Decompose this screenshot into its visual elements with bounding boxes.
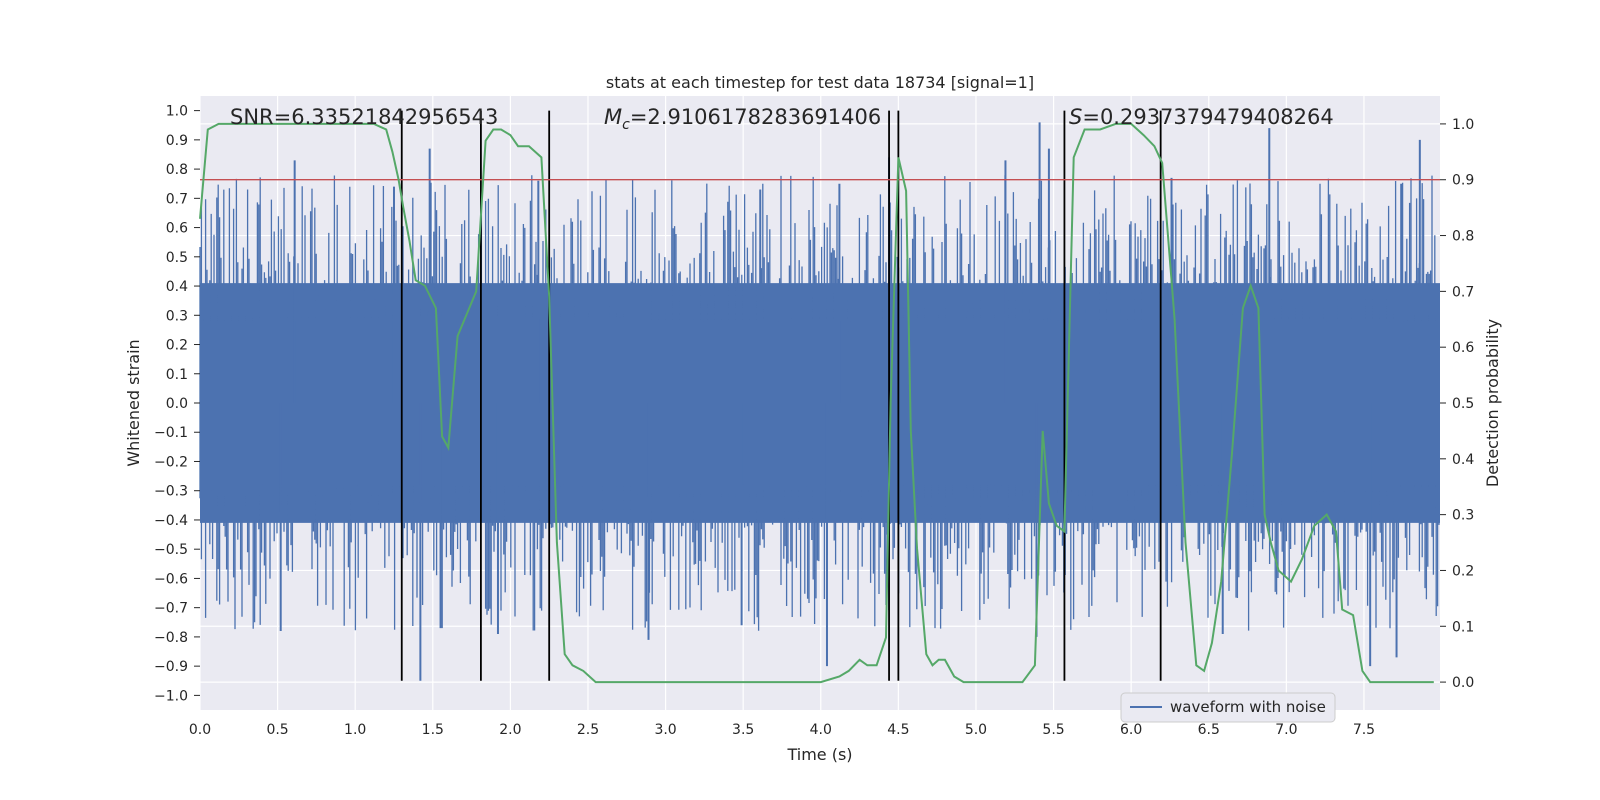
y-left-tick-label: 1.0 — [166, 104, 188, 120]
x-axis-label: Time (s) — [786, 745, 852, 764]
y-right-tick-label: 0.5 — [1452, 396, 1474, 412]
y-left-tick-label: −0.2 — [154, 454, 188, 470]
y-right-tick-label: 0.0 — [1452, 675, 1474, 691]
y-left-tick-label: −0.9 — [154, 659, 188, 675]
y-left-tick-label: 0.3 — [166, 308, 188, 324]
chirp-mass-annotation: Mc=2.9106178283691406 — [604, 105, 881, 133]
snr-annotation: SNR=6.33521842956543 — [230, 105, 498, 129]
y-left-tick-label: −0.6 — [154, 571, 188, 587]
legend: waveform with noise — [1120, 692, 1336, 723]
x-tick-label: 4.0 — [810, 722, 832, 738]
vertical-markers — [400, 110, 1162, 681]
chirp-mass-value: =2.9106178283691406 — [630, 105, 881, 129]
s-value: =0.2937379479408264 — [1082, 105, 1333, 129]
x-tick-label: 5.5 — [1042, 722, 1064, 738]
x-tick-label: 2.5 — [577, 722, 599, 738]
y-right-tick-label: 0.2 — [1452, 563, 1474, 579]
x-tick-label: 5.0 — [965, 722, 987, 738]
x-tick-label: 0.5 — [266, 722, 288, 738]
chirp-mass-symbol: M — [604, 105, 622, 129]
y-left-tick-label: 0.5 — [166, 250, 188, 266]
y-left-tick-label: 0.9 — [166, 133, 188, 149]
s-annotation: S=0.2937379479408264 — [1069, 105, 1334, 129]
legend-box — [1120, 692, 1336, 723]
legend-label: waveform with noise — [1170, 698, 1326, 716]
y-left-tick-label: −0.5 — [154, 542, 188, 558]
x-tick-label: 4.5 — [887, 722, 909, 738]
x-tick-label: 7.5 — [1353, 722, 1375, 738]
chirp-mass-subscript: c — [622, 117, 630, 133]
y-left-tick-label: −0.1 — [154, 425, 188, 441]
y-left-tick-label: −0.3 — [154, 484, 188, 500]
y-left-tick-label: −0.8 — [154, 630, 188, 646]
y-left-tick-label: −1.0 — [154, 688, 188, 704]
x-tick-label: 1.0 — [344, 722, 366, 738]
tick-labels: 0.0 0.5 1.0 1.5 2.0 2.5 3.0 3.5 4.0 4.5 5.0 5.5 6.0 6… — [154, 104, 1474, 738]
chart-title: stats at each timestep for test data 187… — [606, 73, 1034, 92]
y-axis-label-left: Whitened strain — [124, 339, 143, 466]
y-right-tick-label: 0.7 — [1452, 284, 1474, 300]
y-right-tick-label: 0.6 — [1452, 340, 1474, 356]
y-right-tick-label: 0.9 — [1452, 173, 1474, 189]
y-left-tick-label: −0.7 — [154, 601, 188, 617]
x-tick-label: 7.0 — [1275, 722, 1297, 738]
y-right-tick-label: 0.1 — [1452, 619, 1474, 635]
y-left-tick-label: 0.0 — [166, 396, 188, 412]
y-right-tick-label: 0.8 — [1452, 229, 1474, 245]
y-left-tick-label: 0.7 — [166, 191, 188, 207]
y-right-tick-label: 0.4 — [1452, 452, 1474, 468]
y-left-tick-label: 0.2 — [166, 338, 188, 354]
x-tick-label: 0.0 — [189, 722, 211, 738]
y-axis-label-right: Detection probability — [1483, 319, 1502, 487]
y-left-tick-label: −0.4 — [154, 513, 188, 529]
y-right-tick-label: 0.3 — [1452, 508, 1474, 524]
y-right-tick-label: 1.0 — [1452, 117, 1474, 133]
y-left-tick-label: 0.1 — [166, 367, 188, 383]
x-tick-label: 6.0 — [1120, 722, 1142, 738]
s-symbol: S — [1069, 105, 1082, 129]
x-tick-label: 3.5 — [732, 722, 754, 738]
x-tick-label: 1.5 — [422, 722, 444, 738]
x-tick-label: 3.0 — [654, 722, 676, 738]
x-tick-label: 6.5 — [1198, 722, 1220, 738]
y-left-tick-label: 0.4 — [166, 279, 188, 295]
y-left-tick-label: 0.8 — [166, 162, 188, 178]
y-left-tick-label: 0.6 — [166, 221, 188, 237]
probability-series — [199, 122, 1440, 684]
x-tick-label: 2.0 — [499, 722, 521, 738]
detection-probability-line — [199, 122, 1434, 684]
